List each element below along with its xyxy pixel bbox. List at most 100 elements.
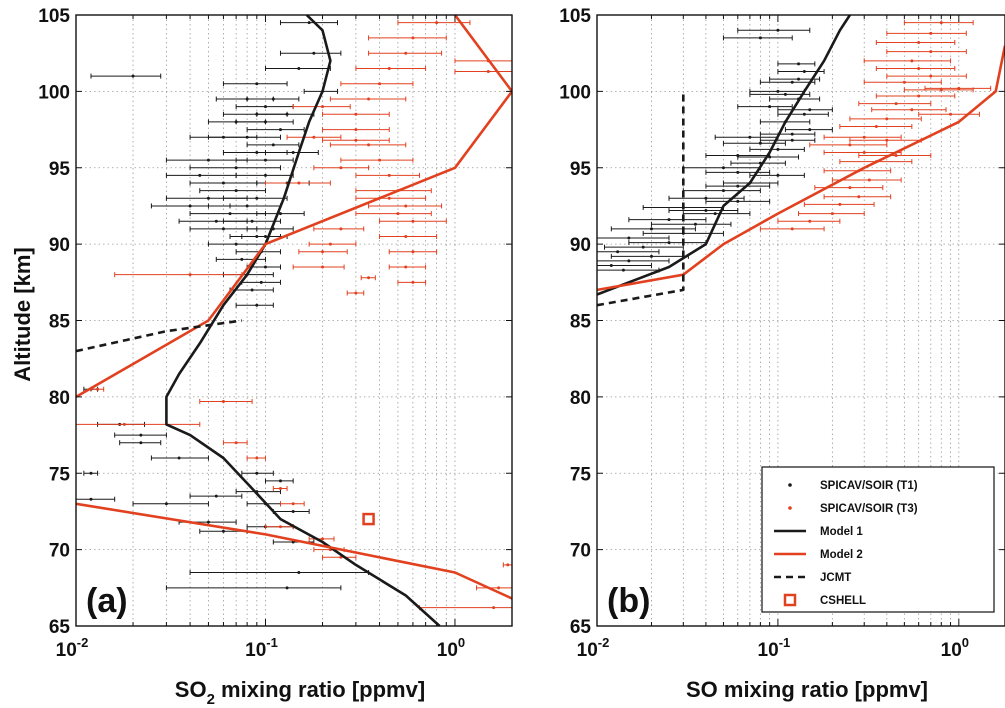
data-point-t3: [388, 264, 427, 270]
data-point-t1: [246, 142, 300, 148]
data-point-t1: [189, 180, 258, 186]
data-point-t1: [737, 104, 793, 110]
data-point-t3: [355, 172, 421, 178]
data-point-t3: [329, 96, 407, 102]
data-point-t1: [777, 61, 816, 67]
data-point-t1: [150, 455, 209, 461]
data-point-t3: [397, 279, 427, 285]
data-point-t1: [165, 157, 248, 163]
data-point-t1: [784, 127, 833, 133]
data-point-t3: [292, 104, 351, 110]
legend: SPICAV/SOIR (T1) SPICAV/SOIR (T3) Model 1 M…: [761, 466, 995, 613]
data-point-t1: [189, 570, 370, 576]
data-point-t1: [189, 211, 266, 217]
legend-item: SPICAV/SOIR (T3): [788, 503, 918, 515]
data-point-t1: [264, 65, 331, 71]
legend-swatch: [783, 593, 797, 607]
data-point-t3: [886, 73, 967, 79]
data-point-t1: [749, 172, 805, 178]
x-tick-label: 10-2: [56, 635, 89, 661]
legend-label: SPICAV/SOIR (T3): [820, 503, 918, 515]
x-axis-label: SO mixing ratio [ppmv]: [686, 677, 928, 702]
data-point-t1: [682, 211, 751, 217]
data-point-t1: [132, 501, 209, 507]
data-point-t3: [340, 81, 414, 87]
data-point-t3: [397, 20, 471, 26]
data-point-t3: [903, 20, 974, 26]
errorbar-set-t3: [759, 20, 992, 232]
data-point-t3: [322, 137, 390, 143]
data-point-t3: [368, 203, 443, 209]
data-point-t1: [628, 217, 707, 223]
data-point-t1: [264, 478, 294, 484]
data-point-t3: [798, 211, 865, 217]
data-point-t1: [165, 172, 237, 178]
data-point-t3: [355, 211, 432, 217]
data-point-t1: [714, 134, 779, 140]
data-point-t1: [749, 91, 811, 97]
data-point-t3: [823, 134, 902, 140]
data-point-t1: [235, 104, 294, 110]
legend-item: Model 1: [774, 526, 863, 538]
data-point-t1: [222, 195, 288, 201]
data-point-t1: [597, 249, 660, 255]
x-tick-label: 100: [941, 635, 969, 661]
y-tick-label: 105: [559, 6, 591, 27]
ticks: [75, 14, 512, 627]
data-point-t1: [241, 470, 274, 476]
legend-swatch: [788, 506, 792, 510]
data-point-t1: [668, 208, 739, 214]
x-tick-label: 10-1: [758, 635, 791, 661]
data-point-t1: [650, 221, 732, 227]
y-tick-label: 100: [559, 82, 591, 103]
y-tick-label: 90: [570, 235, 591, 256]
data-point-t1: [705, 183, 771, 189]
errorbar-set-t1: [76, 20, 370, 591]
data-point-t3: [476, 585, 512, 591]
data-point-t3: [222, 440, 248, 446]
data-point-t3: [809, 142, 888, 148]
legend-item: Model 2: [774, 549, 863, 561]
series-model-2: [76, 15, 512, 399]
data-point-t3: [308, 536, 335, 542]
data-point-t3: [875, 65, 956, 71]
data-point-t3: [329, 142, 407, 148]
legend-label: Model 1: [820, 526, 863, 538]
legend-label: CSHELL: [820, 595, 866, 607]
y-axis-label: Altitude [km]: [10, 247, 35, 381]
data-point-t1: [207, 119, 266, 125]
data-point-t3: [199, 398, 253, 404]
data-point-t3: [322, 554, 357, 560]
legend-label: JCMT: [820, 572, 851, 584]
data-point-t1: [235, 302, 274, 308]
x-axis-label: SO2 mixing ratio [ppmv]: [175, 677, 425, 708]
legend-swatch: [788, 483, 792, 487]
data-point-t3: [379, 218, 447, 224]
data-point-t1: [705, 198, 771, 204]
y-tick-label: 75: [570, 464, 592, 485]
data-point-t1: [272, 508, 310, 514]
data-point-t3: [454, 58, 512, 64]
data-point-t1: [597, 263, 652, 269]
data-point-t1: [759, 131, 816, 137]
data-point-t3: [379, 233, 438, 239]
data-point-t3: [863, 58, 952, 64]
y-tick-label: 85: [49, 312, 71, 333]
data-point-t1: [222, 81, 288, 87]
data-point-t3: [858, 101, 932, 107]
data-point-t3: [340, 157, 414, 163]
legend-label: SPICAV/SOIR (T1): [820, 480, 918, 492]
panel-b: 65 70 75 80 85 90 95 100 105 10-2 10-1 100 (b) SO mix…: [559, 6, 1005, 702]
data-point-t1: [597, 235, 670, 241]
data-point-t3: [286, 134, 342, 140]
panel-label: (a): [86, 582, 128, 620]
data-point-t1: [114, 432, 167, 438]
data-point-t3: [292, 264, 345, 270]
data-point-t3: [502, 562, 512, 568]
data-point-t1: [264, 149, 319, 155]
data-point-t3: [886, 30, 967, 36]
data-point-t1: [628, 240, 707, 246]
y-tick-label: 80: [570, 388, 591, 409]
data-point-t3: [419, 605, 512, 611]
